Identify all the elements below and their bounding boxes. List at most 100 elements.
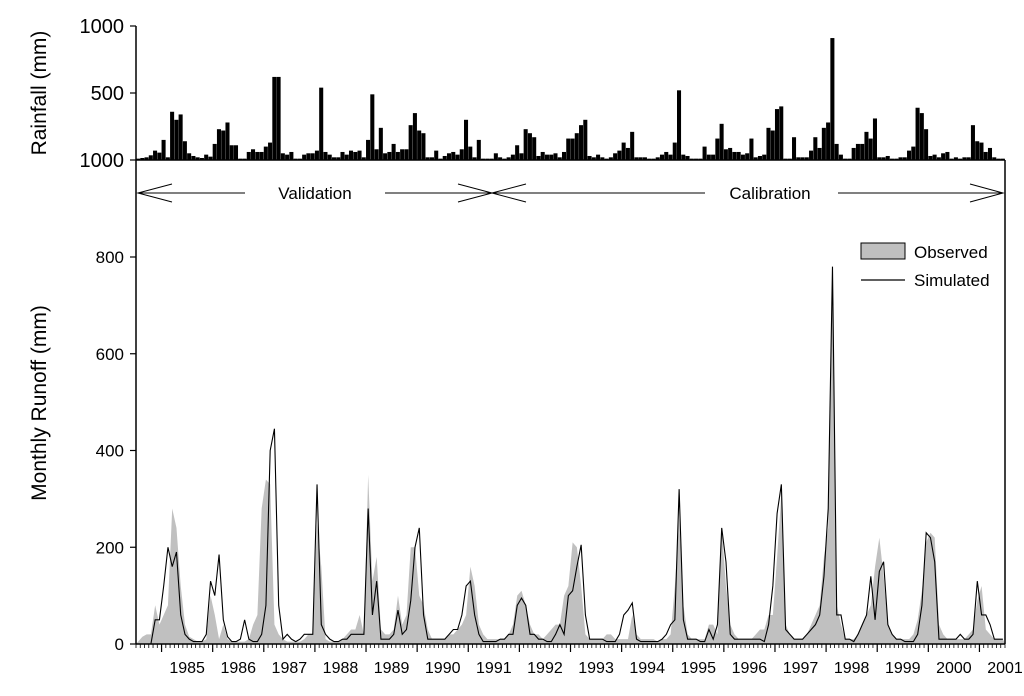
- rainfall-bar: [945, 151, 950, 160]
- rainfall-bar: [425, 157, 430, 160]
- rainfall-bar: [792, 137, 797, 160]
- rainfall-bar: [144, 157, 149, 160]
- rainfall-bar: [804, 157, 809, 160]
- rainfall-bar: [412, 113, 417, 160]
- rainfall-bar: [817, 147, 822, 160]
- rainfall-bar: [838, 154, 843, 160]
- rainfall-bar: [702, 146, 707, 160]
- runoff-x-tick-label: 1991: [476, 660, 512, 677]
- rainfall-bar: [813, 137, 818, 160]
- rainfall-bar: [191, 155, 196, 160]
- rainfall-bar: [834, 143, 839, 160]
- runoff-x-tick-label: 1994: [629, 660, 665, 677]
- rainfall-bar: [544, 154, 549, 160]
- rainfall-bar: [327, 154, 332, 160]
- rainfall-bar: [285, 154, 290, 160]
- rainfall-tick-label: 500: [91, 83, 124, 105]
- rainfall-bar: [992, 157, 997, 160]
- rainfall-bar: [868, 138, 873, 160]
- rainfall-bar: [779, 106, 784, 160]
- rainfall-bar: [319, 87, 324, 160]
- rainfall-bar: [323, 151, 328, 160]
- rainfall-bar: [170, 111, 175, 160]
- legend-simulated-label: Simulated: [914, 271, 990, 290]
- runoff-x-tick-label: 1995: [680, 660, 716, 677]
- rainfall-bar: [464, 119, 469, 160]
- rainfall-bar: [306, 153, 311, 160]
- rainfall-bar: [932, 154, 937, 160]
- rainfall-bar: [361, 157, 366, 160]
- rainfall-bar: [468, 146, 473, 160]
- rainfall-bar: [404, 149, 409, 160]
- rainfall-bar: [924, 129, 929, 160]
- rainfall-bar: [821, 127, 826, 160]
- runoff-axis-label: Monthly Runoff (mm): [28, 305, 51, 501]
- runoff-x-tick-label: 1992: [527, 660, 563, 677]
- rainfall-tick-label: 1000: [80, 150, 125, 172]
- rainfall-bar: [579, 125, 584, 160]
- runoff-x-tick-label: 1999: [885, 660, 921, 677]
- rainfall-axis-label: Rainfall (mm): [28, 31, 51, 156]
- rainfall-bar: [851, 147, 856, 160]
- rainfall-bar: [591, 157, 596, 160]
- rainfall-bar: [770, 130, 775, 160]
- rainfall-bar: [911, 146, 916, 160]
- rainfall-bar: [366, 139, 371, 160]
- rainfall-bar: [613, 153, 618, 160]
- validation-arrow-left-head: [136, 183, 173, 203]
- rainfall-bar: [966, 157, 971, 160]
- calibration-arrow-left-head: [490, 183, 527, 203]
- rainfall-bar: [536, 155, 541, 160]
- rainfall-bar: [919, 113, 924, 160]
- rainfall-bar: [621, 142, 626, 160]
- rainfall-bar: [740, 154, 745, 160]
- rainfall-bar: [429, 157, 434, 160]
- legend-observed-swatch: [860, 242, 906, 260]
- rainfall-bar: [936, 157, 941, 160]
- rainfall-bar: [549, 154, 554, 160]
- rainfall-bar: [157, 152, 162, 160]
- rainfall-bar: [570, 138, 575, 160]
- runoff-y-tick-label: 200: [96, 538, 124, 557]
- rainfall-bar: [178, 114, 183, 160]
- rainfall-bar: [668, 154, 673, 160]
- rainfall-bar: [587, 155, 592, 160]
- rainfall-bar: [378, 127, 383, 160]
- rainfall-bar: [451, 151, 456, 160]
- rainfall-bar: [970, 125, 975, 160]
- rainfall-bar: [826, 122, 831, 160]
- rainfall-bar: [634, 157, 639, 160]
- rainfall-bar: [280, 153, 285, 160]
- rainfall-bar: [204, 154, 209, 160]
- rainfall-bar: [182, 141, 187, 160]
- rainfall-bar: [302, 154, 307, 160]
- legend: Observed Simulated: [860, 242, 990, 290]
- rainfall-bar: [855, 143, 860, 160]
- rainfall-bar: [762, 154, 767, 160]
- rainfall-bar: [199, 157, 204, 160]
- runoff-x-tick-label: 1998: [834, 660, 870, 677]
- rainfall-bar: [749, 138, 754, 160]
- rainfall-bar: [719, 123, 724, 160]
- rainfall-bar: [314, 150, 319, 160]
- rainfall-bar: [165, 157, 170, 160]
- rainfall-bar: [208, 156, 213, 160]
- rainfall-bar: [881, 157, 886, 160]
- rainfall-bar: [553, 153, 558, 160]
- rainfall-bar: [476, 139, 481, 160]
- rainfall-bar: [975, 141, 980, 160]
- rainfall-bar: [677, 90, 682, 160]
- rainfall-bar: [251, 149, 256, 160]
- runoff-y-tick-label: 600: [96, 345, 124, 364]
- rainfall-bar: [757, 155, 762, 160]
- rainfall-bar: [715, 138, 720, 160]
- runoff-y-tick-label: 400: [96, 442, 124, 461]
- runoff-x-tick-label: 1986: [220, 660, 256, 677]
- rainfall-bar: [532, 137, 537, 160]
- rainfall-bar: [809, 150, 814, 160]
- rainfall-bar: [370, 94, 375, 160]
- rainfall-bar: [685, 155, 690, 160]
- rainfall-bar: [902, 157, 907, 160]
